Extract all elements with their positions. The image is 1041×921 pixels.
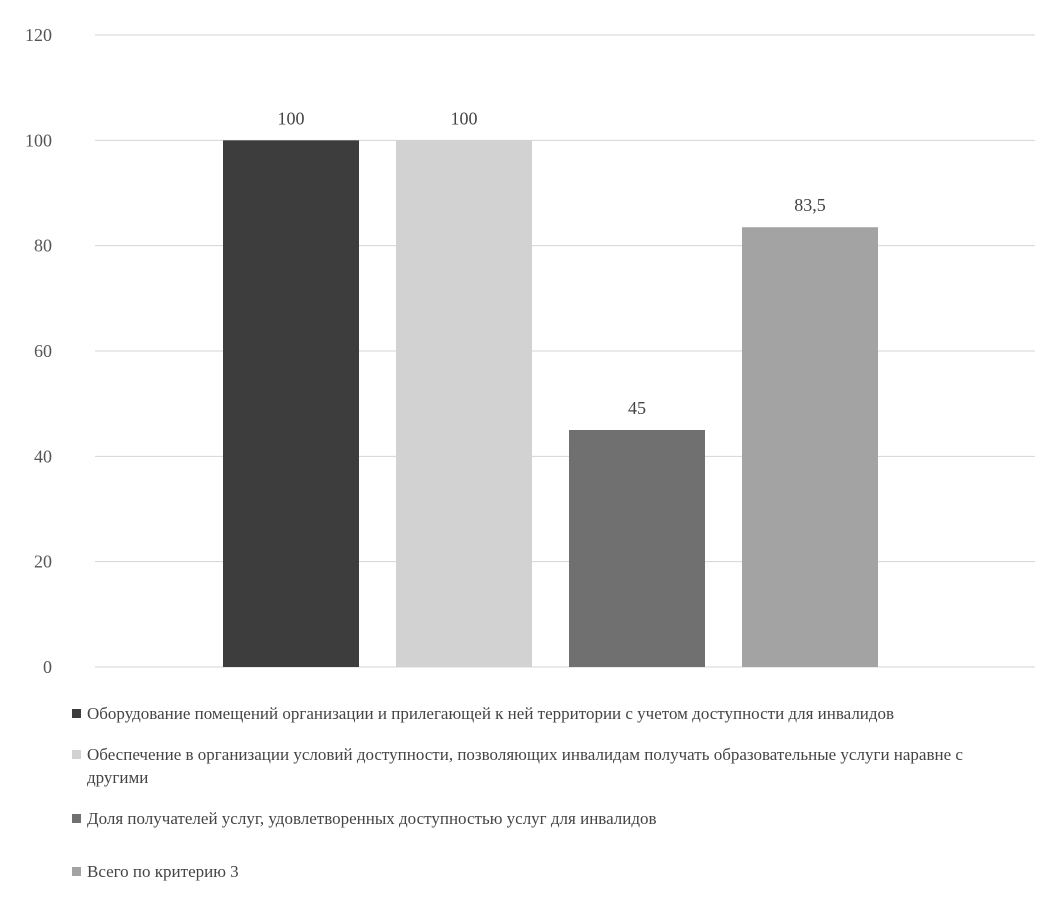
bar (742, 227, 878, 667)
legend-item-equipment: Оборудование помещений организации и при… (72, 702, 1012, 725)
legend-swatch (72, 867, 81, 876)
legend-swatch (72, 750, 81, 759)
data-label: 100 (451, 108, 478, 128)
data-label: 45 (628, 398, 646, 418)
data-label: 83,5 (794, 195, 826, 215)
y-axis: 0 20 40 60 80 100 120 (25, 25, 52, 677)
bar (223, 140, 359, 668)
legend-label: Всего по критерию 3 (87, 862, 239, 881)
y-tick-label: 120 (25, 25, 52, 45)
y-tick-label: 80 (34, 236, 52, 256)
legend-swatch (72, 814, 81, 823)
legend-item-total: Всего по критерию 3 (72, 860, 1012, 883)
bar (569, 430, 705, 667)
y-tick-label: 20 (34, 552, 52, 572)
legend-item-satisfied-share: Доля получателей услуг, удовлетворенных … (72, 807, 1012, 830)
data-label: 100 (278, 108, 305, 128)
data-labels: 100 100 45 83,5 (278, 108, 826, 418)
y-tick-label: 0 (43, 657, 52, 677)
bars (223, 140, 878, 668)
bar-chart: 0 20 40 60 80 100 120 100 100 45 83,5 (25, 25, 1035, 677)
legend: Оборудование помещений организации и при… (72, 702, 1012, 901)
legend-label: Оборудование помещений организации и при… (87, 704, 895, 723)
legend-swatch (72, 709, 81, 718)
legend-label: Доля получателей услуг, удовлетворенных … (87, 809, 657, 828)
bar (396, 140, 532, 668)
y-tick-label: 60 (34, 341, 52, 361)
legend-label: Обеспечение в организации условий доступ… (87, 745, 963, 787)
y-tick-label: 100 (25, 130, 52, 150)
legend-item-accessibility-conditions: Обеспечение в организации условий доступ… (72, 743, 1012, 789)
y-tick-label: 40 (34, 446, 52, 466)
